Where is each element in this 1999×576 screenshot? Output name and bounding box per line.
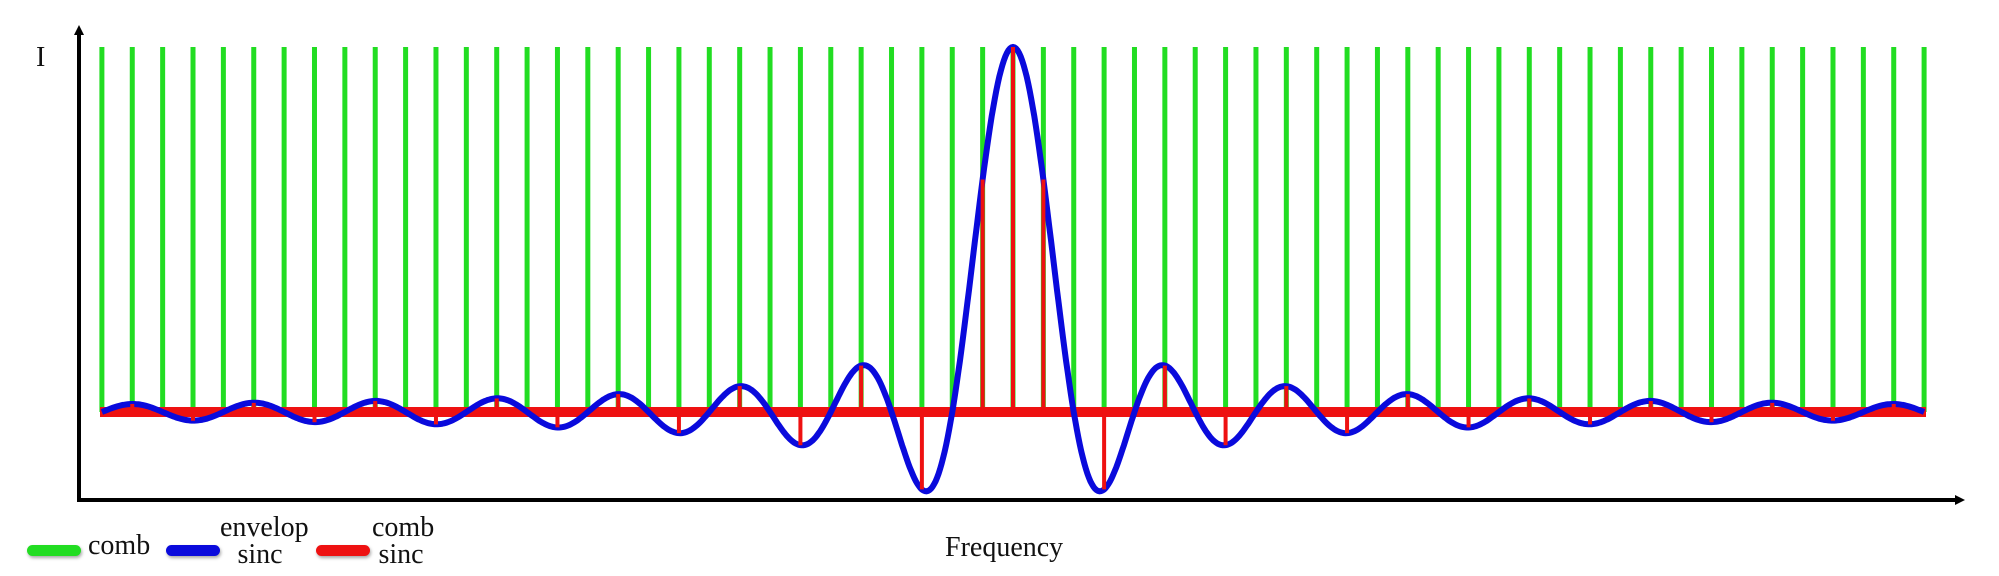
legend-label-line2: sinc [378, 538, 424, 570]
legend-swatch-comb [27, 545, 81, 556]
x-axis-label: Frequency [945, 532, 1064, 563]
legend-label-line2: sinc [237, 538, 283, 570]
y-axis-label: I [36, 42, 46, 73]
legend-swatch-comb-sinc [316, 545, 370, 556]
legend-label-comb: comb [88, 530, 151, 561]
legend-swatch-envelop-sinc [166, 545, 220, 556]
legend-label-line1: envelop [220, 512, 309, 543]
comb-sinc-series [130, 47, 1896, 490]
comb-series [99, 47, 1927, 412]
legend-label-line1: comb [372, 512, 435, 543]
legend-label-comb-sinc: comb sinc [372, 512, 435, 570]
legend-label-envelop-sinc: envelop sinc [220, 512, 309, 570]
